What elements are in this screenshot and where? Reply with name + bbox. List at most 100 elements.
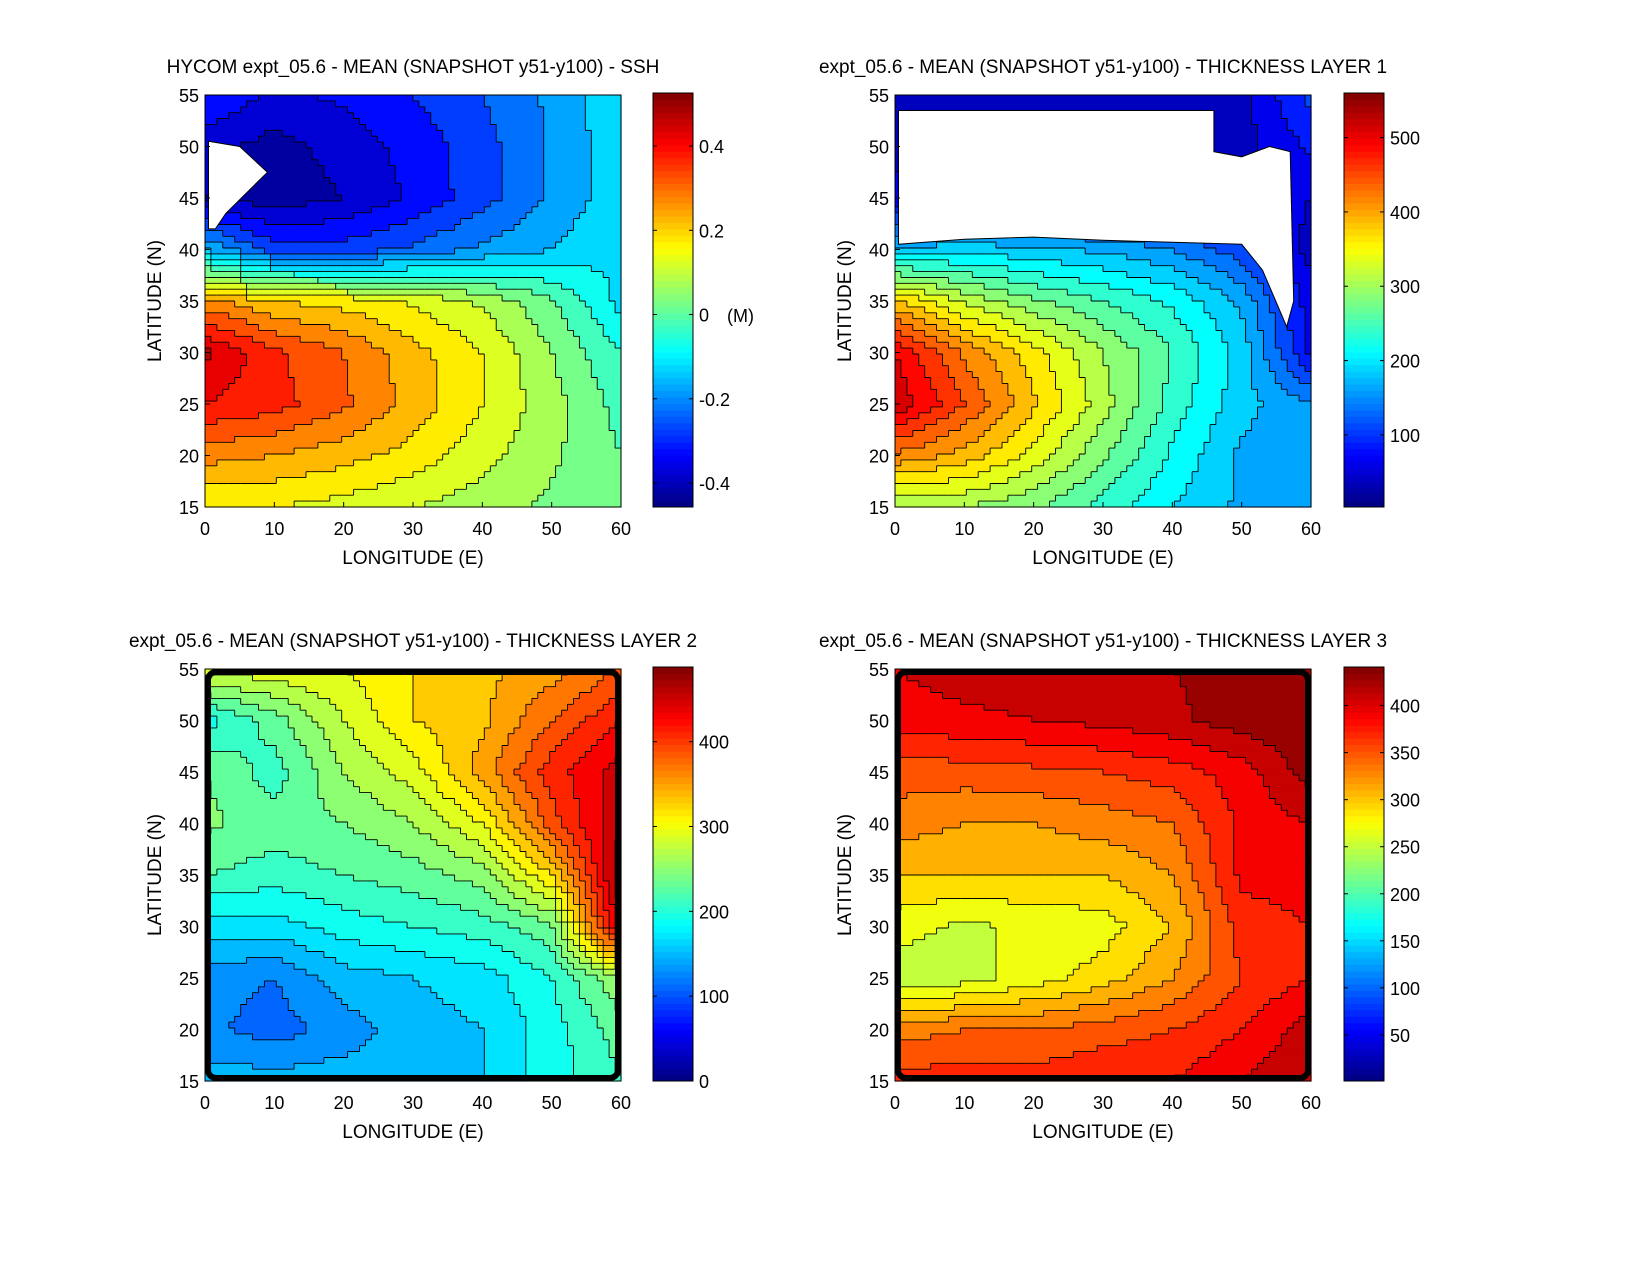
contour-band bbox=[234, 236, 271, 243]
contour-band bbox=[1007, 436, 1039, 443]
contour-band bbox=[1263, 336, 1276, 343]
contour-band bbox=[573, 774, 604, 782]
contour-band bbox=[924, 933, 997, 941]
contour-band bbox=[895, 389, 908, 396]
contour-band bbox=[311, 757, 337, 764]
contour-band bbox=[1215, 248, 1253, 255]
contour-band bbox=[543, 142, 592, 149]
colorbar-tick-label: 300 bbox=[699, 817, 729, 837]
colorbar-swatch bbox=[1344, 699, 1384, 707]
y-tick-label: 55 bbox=[179, 86, 199, 106]
contour-band bbox=[1007, 330, 1045, 337]
colorbar-swatch bbox=[653, 151, 693, 159]
contour-band bbox=[377, 1028, 485, 1035]
contour-band bbox=[609, 933, 616, 941]
contour-band bbox=[210, 692, 271, 700]
contour-band bbox=[205, 710, 236, 717]
contour-band bbox=[329, 412, 384, 420]
contour-band bbox=[579, 822, 604, 829]
contour-band bbox=[1239, 312, 1259, 320]
contour-band bbox=[1257, 312, 1276, 320]
contour-band bbox=[1031, 442, 1062, 449]
contour-band bbox=[525, 710, 563, 717]
y-tick-label: 30 bbox=[869, 344, 889, 364]
contour-band bbox=[341, 353, 390, 361]
contour-band bbox=[205, 892, 307, 900]
contour-band bbox=[918, 680, 1181, 688]
contour-band bbox=[603, 845, 616, 853]
contour-band bbox=[942, 353, 961, 361]
contour-band bbox=[912, 348, 938, 355]
contour-band bbox=[401, 851, 456, 858]
contour-band bbox=[335, 704, 372, 711]
contour-band bbox=[1239, 259, 1265, 267]
contour-band bbox=[205, 869, 218, 876]
contour-band bbox=[430, 727, 485, 735]
contour-band bbox=[496, 680, 557, 688]
contour-band bbox=[1138, 395, 1164, 402]
contour-band bbox=[413, 242, 479, 249]
contour-band bbox=[1061, 992, 1134, 1000]
contour-band bbox=[490, 106, 545, 114]
contour-band bbox=[1186, 324, 1217, 332]
contour-band bbox=[525, 1039, 569, 1047]
contour-band bbox=[585, 857, 592, 864]
contour-band bbox=[1245, 283, 1265, 290]
colorbar-swatch bbox=[653, 448, 693, 456]
contour-band bbox=[1281, 353, 1300, 361]
colorbar-swatch bbox=[653, 958, 693, 966]
contour-band bbox=[1251, 348, 1265, 355]
colorbar-swatch bbox=[1344, 474, 1384, 482]
contour-band bbox=[561, 933, 569, 941]
colorbar-swatch bbox=[1344, 1035, 1384, 1043]
contour-band bbox=[1209, 857, 1235, 864]
contour-band bbox=[1239, 1028, 1288, 1035]
contour-band bbox=[1275, 745, 1312, 752]
contour-band bbox=[234, 1028, 307, 1035]
contour-band bbox=[543, 939, 557, 947]
contour-band bbox=[329, 739, 361, 747]
colorbar-swatch bbox=[653, 261, 693, 269]
colorbar-swatch bbox=[653, 222, 693, 230]
contour-band bbox=[365, 692, 414, 700]
contour-band bbox=[383, 259, 622, 267]
contour-band bbox=[591, 898, 598, 906]
contour-band bbox=[895, 342, 902, 349]
contour-band bbox=[1227, 377, 1253, 384]
contour-band bbox=[591, 886, 604, 894]
contour-band bbox=[1174, 265, 1217, 273]
contour-band bbox=[484, 1051, 527, 1059]
contour-band bbox=[912, 401, 944, 408]
contour-band bbox=[1174, 975, 1205, 982]
contour-band bbox=[1204, 904, 1229, 911]
contour-band bbox=[205, 248, 212, 255]
contour-band bbox=[276, 477, 396, 485]
contour-band bbox=[205, 136, 260, 143]
contour-band bbox=[1233, 483, 1312, 490]
contour-band bbox=[454, 248, 545, 255]
contour-band bbox=[496, 798, 515, 805]
contour-band bbox=[395, 945, 503, 953]
contour-band bbox=[478, 774, 503, 782]
contour-band bbox=[895, 489, 967, 496]
colorbar-swatch bbox=[1344, 1048, 1384, 1056]
contour-band bbox=[924, 442, 967, 449]
contour-band bbox=[561, 886, 569, 894]
contour-band bbox=[205, 1045, 361, 1053]
contour-band bbox=[895, 963, 997, 970]
contour-band bbox=[603, 833, 622, 841]
contour-band bbox=[978, 383, 1009, 390]
contour-band bbox=[205, 774, 254, 782]
contour-band bbox=[1085, 389, 1110, 396]
colorbar-tick-label: 200 bbox=[699, 902, 729, 922]
contour-band bbox=[1103, 459, 1134, 467]
contour-band bbox=[573, 330, 604, 337]
contour-band bbox=[1186, 845, 1211, 853]
contour-band bbox=[484, 100, 539, 108]
contour-band bbox=[389, 448, 450, 455]
contour-band bbox=[1269, 998, 1312, 1006]
contour-band bbox=[1150, 1033, 1235, 1041]
contour-band bbox=[895, 975, 997, 982]
colorbar-tick-label: 0.2 bbox=[699, 221, 724, 241]
contour-band bbox=[205, 436, 236, 443]
